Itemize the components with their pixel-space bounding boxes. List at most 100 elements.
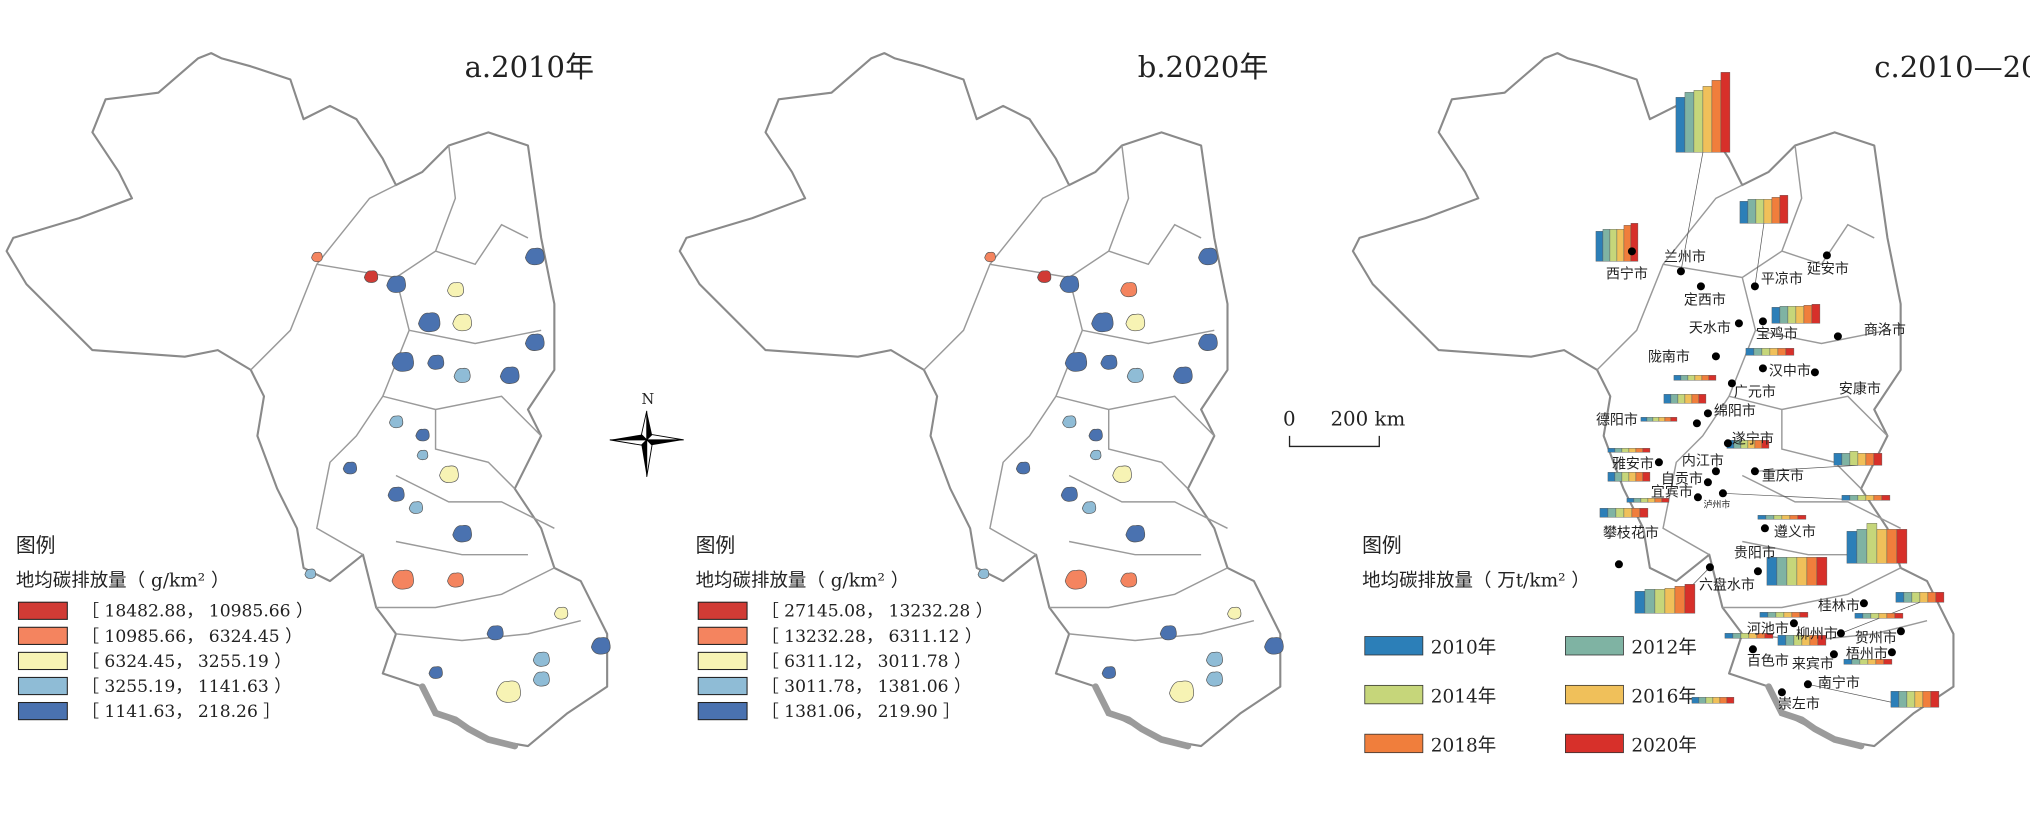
legend-swatch [697, 601, 748, 620]
city-marker: 梧州市 [1846, 645, 1896, 662]
bar-year-2 [1761, 348, 1771, 356]
city-dot [1727, 379, 1736, 388]
bar-year-5 [1817, 635, 1827, 646]
city-label: 宜宾市 [1651, 483, 1693, 500]
bar-year-1 [1841, 453, 1851, 466]
bar-year-5 [1670, 417, 1678, 422]
city-label: 汉中市 [1769, 362, 1811, 379]
bar-year-5 [1883, 659, 1893, 665]
region-patch [1088, 428, 1103, 442]
legend-class-label: ［ 6311.12， 3011.78 ） [762, 652, 972, 672]
map-2010: a.2010年 图例 地均碳排放量（ g/km² ） ［ 18482.88， 1… [7, 50, 611, 746]
bar-year-0 [1766, 557, 1778, 586]
bar-year-5 [1785, 348, 1795, 356]
bar-year-2 [1615, 508, 1625, 518]
map-2010-2020: c.2010—2020年 图例 地均碳排放量（ 万t/km² ） 2010年20… [1353, 50, 2030, 756]
legend-swatch [697, 676, 748, 696]
bar-year-0 [1759, 612, 1769, 618]
year-label: 2016年 [1631, 687, 1696, 708]
city-marker: 兰州市 [1664, 248, 1706, 276]
bar-year-5 [1779, 195, 1789, 224]
bar-chart [1846, 523, 1908, 564]
city-marker: 内江市 [1682, 452, 1724, 476]
bar-year-3 [1616, 229, 1625, 262]
city-label: 广元市 [1734, 383, 1776, 400]
city-dot [1750, 467, 1759, 476]
legend-swatch [17, 651, 68, 671]
region-patch [486, 625, 504, 641]
year-swatch [1565, 684, 1624, 705]
bar-year-5 [1873, 453, 1883, 466]
legend-class-label: ［ 1141.63， 218.26 ］ [82, 702, 281, 722]
region-patch [386, 275, 406, 293]
city-marker: 汉中市 [1758, 362, 1811, 379]
city-label: 遵义市 [1774, 523, 1816, 540]
bar-chart [1607, 472, 1651, 482]
city-marker: 泸州市 [1703, 489, 1730, 510]
region-patches [304, 247, 611, 703]
legend-swatch [17, 626, 68, 645]
bar-year-4 [1806, 557, 1818, 586]
bar-year-4 [1635, 448, 1644, 453]
region-patch [311, 251, 323, 263]
bar-year-1 [1684, 92, 1695, 153]
bar-year-2 [1866, 523, 1878, 564]
legend-heading: 图例 [1362, 534, 1402, 557]
city-dot [1836, 629, 1845, 638]
bar-year-3 [1684, 394, 1693, 404]
city-label: 贺州市 [1855, 629, 1897, 646]
bar-year-5 [1935, 592, 1945, 603]
city-dot [1829, 650, 1838, 659]
year-label: 2010年 [1431, 638, 1496, 659]
bar-year-1 [1903, 592, 1913, 603]
bar-chart [1640, 417, 1678, 422]
bar-year-3 [1781, 515, 1791, 520]
bar-year-4 [1664, 417, 1672, 422]
legend-heading: 图例 [16, 534, 56, 557]
city-label: 商洛市 [1864, 321, 1906, 338]
region-patch [1089, 449, 1102, 461]
bar-year-4 [1789, 515, 1799, 520]
bar-year-5 [1930, 691, 1940, 708]
city-label: 绵阳市 [1714, 402, 1756, 419]
bar-year-1 [1670, 394, 1679, 404]
city-marker: 河池市 [1747, 619, 1798, 637]
bar-year-2 [1870, 613, 1880, 619]
legend-class-label: ［ 13232.28， 6311.12 ） [762, 627, 982, 647]
region-patch [1120, 572, 1138, 588]
bar-chart [1607, 448, 1651, 453]
bar-year-3 [1914, 691, 1924, 708]
region-patch [524, 247, 545, 266]
city-label: 南宁市 [1818, 674, 1860, 691]
city-marker: 天水市 [1689, 319, 1743, 336]
region-patch [408, 501, 423, 514]
bar-year-3 [1623, 508, 1633, 518]
bar-chart [1777, 635, 1827, 646]
city-dot [1703, 409, 1712, 418]
city-label: 重庆市 [1762, 467, 1804, 484]
year-label: 2020年 [1631, 735, 1696, 756]
region-patch [1101, 666, 1116, 679]
region-patch [342, 461, 357, 475]
bar-year-2 [1857, 495, 1867, 501]
city-dot [1627, 247, 1636, 256]
bar-chart [1595, 223, 1639, 262]
bar-chart [1771, 304, 1821, 324]
bar-year-2 [1687, 375, 1696, 381]
region-patch [1198, 333, 1218, 351]
bar-chart [1739, 195, 1789, 287]
bar-year-5 [1764, 633, 1774, 639]
bar-year-1 [1607, 508, 1617, 518]
bar-year-0 [1771, 307, 1781, 324]
bar-year-5 [1816, 557, 1828, 586]
bar-year-1 [1765, 515, 1775, 520]
region-patch [416, 449, 429, 461]
bar-year-4 [1886, 613, 1896, 619]
bar-year-2 [1654, 589, 1666, 614]
region-patch [1227, 606, 1242, 620]
region-patch [363, 270, 379, 283]
region-patch [532, 671, 550, 687]
city-label: 平凉市 [1761, 270, 1803, 287]
city-marker: 西宁市 [1606, 247, 1648, 282]
region-patch [387, 486, 405, 502]
